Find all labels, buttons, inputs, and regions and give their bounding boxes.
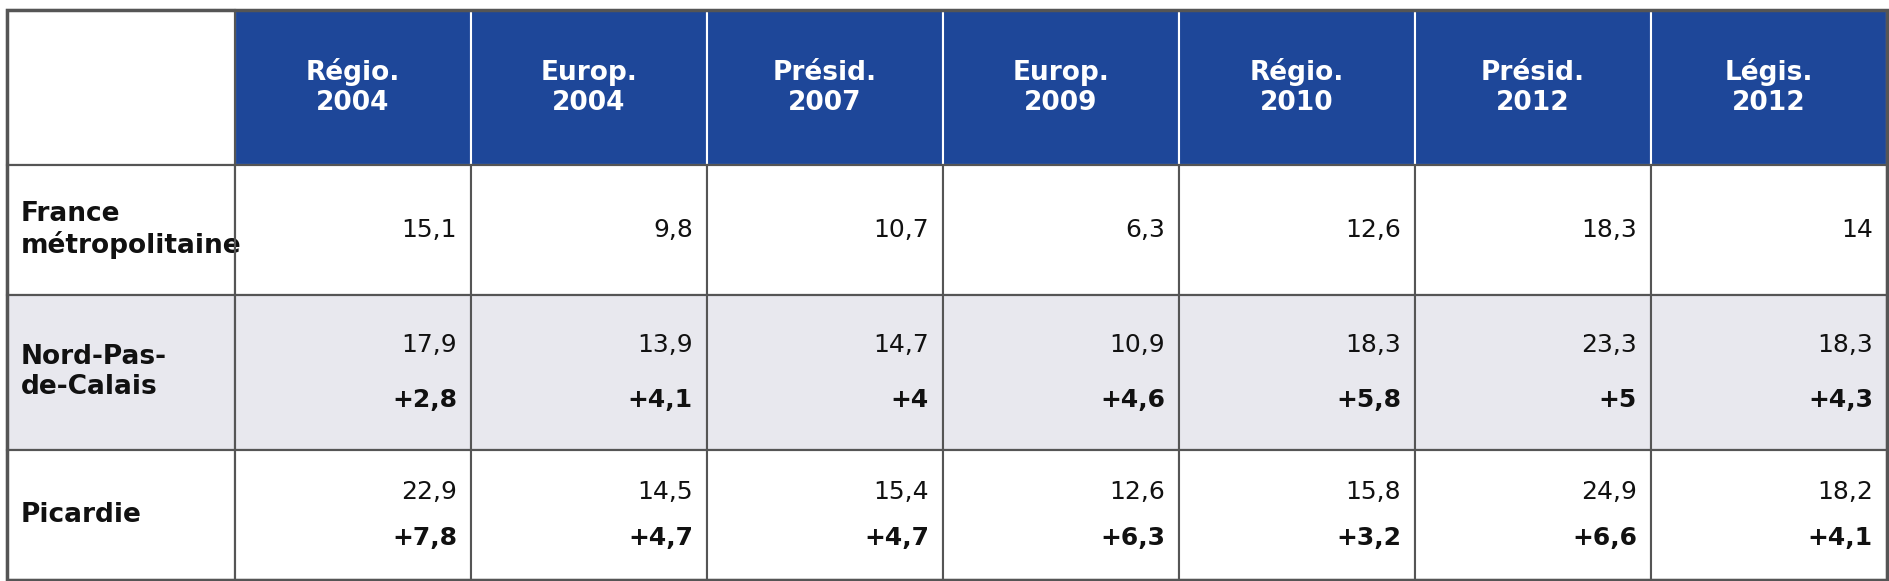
Text: +4,3: +4,3	[1808, 389, 1874, 413]
Text: Présid.
2007: Présid. 2007	[773, 59, 876, 116]
Text: Présid.
2012: Présid. 2012	[1481, 59, 1585, 116]
Text: 18,3: 18,3	[1817, 332, 1874, 357]
Text: +4: +4	[892, 389, 929, 413]
Bar	[470, 295, 706, 450]
Bar	[1179, 165, 1415, 295]
Bar	[943, 450, 1179, 580]
Text: Nord-Pas-
de-Calais: Nord-Pas- de-Calais	[21, 345, 166, 400]
Bar	[1179, 295, 1415, 450]
Text: 22,9: 22,9	[400, 479, 457, 504]
Text: 15,1: 15,1	[402, 218, 457, 242]
Text: 18,3: 18,3	[1581, 218, 1638, 242]
Bar	[8, 450, 234, 580]
Text: +6,3: +6,3	[1099, 526, 1166, 550]
Text: 14,5: 14,5	[637, 479, 693, 504]
Text: 10,7: 10,7	[873, 218, 929, 242]
Text: 14: 14	[1842, 218, 1874, 242]
Text: 18,2: 18,2	[1817, 479, 1874, 504]
Bar	[1651, 450, 1887, 580]
Text: +2,8: +2,8	[393, 389, 457, 413]
Text: +4,1: +4,1	[1808, 526, 1874, 550]
Text: +4,7: +4,7	[863, 526, 929, 550]
Bar	[706, 450, 943, 580]
Text: 9,8: 9,8	[654, 218, 693, 242]
Bar	[706, 295, 943, 450]
Bar	[1651, 165, 1887, 295]
Bar	[234, 295, 470, 450]
Bar	[1179, 450, 1415, 580]
Bar	[234, 10, 470, 165]
Text: Légis.
2012: Légis. 2012	[1725, 59, 1813, 117]
Text: 15,4: 15,4	[873, 479, 929, 504]
Text: 12,6: 12,6	[1345, 218, 1402, 242]
Text: +4,6: +4,6	[1099, 389, 1166, 413]
Bar	[943, 295, 1179, 450]
Bar	[1415, 165, 1651, 295]
Text: 10,9: 10,9	[1109, 332, 1166, 357]
Bar	[943, 165, 1179, 295]
Bar	[470, 165, 706, 295]
Text: Picardie: Picardie	[21, 502, 142, 528]
Bar	[1179, 10, 1415, 165]
Bar	[8, 165, 234, 295]
Bar	[470, 10, 706, 165]
Text: +6,6: +6,6	[1572, 526, 1638, 550]
Text: +4,1: +4,1	[627, 389, 693, 413]
Text: Régio.
2010: Régio. 2010	[1251, 59, 1345, 117]
Text: Europ.
2004: Europ. 2004	[540, 59, 637, 116]
Text: +7,8: +7,8	[393, 526, 457, 550]
Text: 6,3: 6,3	[1126, 218, 1166, 242]
Text: +3,2: +3,2	[1336, 526, 1402, 550]
Text: 24,9: 24,9	[1581, 479, 1638, 504]
Bar	[8, 10, 234, 165]
Bar	[1651, 295, 1887, 450]
Bar	[1415, 450, 1651, 580]
Bar	[470, 450, 706, 580]
Text: +5: +5	[1598, 389, 1638, 413]
Text: 15,8: 15,8	[1345, 479, 1402, 504]
Bar	[706, 165, 943, 295]
Bar	[1651, 10, 1887, 165]
Text: Régio.
2004: Régio. 2004	[306, 59, 400, 117]
Text: Europ.
2009: Europ. 2009	[1013, 59, 1109, 116]
Bar	[234, 165, 470, 295]
Bar	[8, 295, 234, 450]
Text: 12,6: 12,6	[1109, 479, 1166, 504]
Text: 13,9: 13,9	[637, 332, 693, 357]
Bar	[1415, 295, 1651, 450]
Text: 18,3: 18,3	[1345, 332, 1402, 357]
Text: 23,3: 23,3	[1581, 332, 1638, 357]
Text: 17,9: 17,9	[400, 332, 457, 357]
Text: 14,7: 14,7	[873, 332, 929, 357]
Bar	[706, 10, 943, 165]
Text: France
métropolitaine: France métropolitaine	[21, 201, 242, 259]
Text: +4,7: +4,7	[627, 526, 693, 550]
Bar	[1415, 10, 1651, 165]
Bar	[943, 10, 1179, 165]
Text: +5,8: +5,8	[1336, 389, 1402, 413]
Bar	[234, 450, 470, 580]
